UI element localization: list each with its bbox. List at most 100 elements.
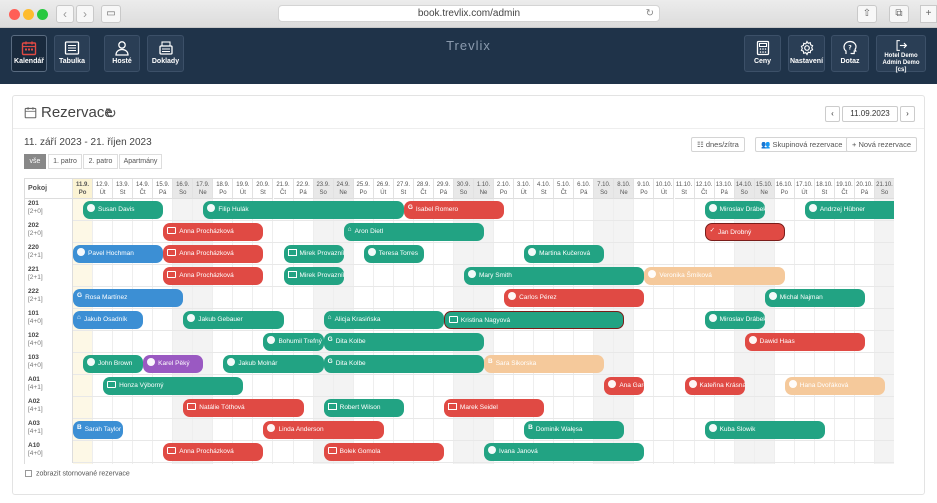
calendar-button[interactable]: Kalendář <box>11 35 47 72</box>
day-header[interactable]: 14.10. So <box>734 179 755 199</box>
day-header[interactable]: 30.9. So <box>453 179 474 199</box>
day-header[interactable]: 18.10. St <box>814 179 835 199</box>
reservation-bar[interactable]: Jakub Molnár <box>223 355 324 373</box>
day-header[interactable]: 21.10. So <box>875 179 894 199</box>
day-header[interactable]: 18.9. Po <box>213 179 234 199</box>
day-header[interactable]: 11.9. Po <box>73 179 94 199</box>
day-header[interactable]: 17.10. Út <box>794 179 815 199</box>
reservation-bar[interactable]: Susan Davis <box>83 201 164 219</box>
day-header[interactable]: 8.10. Ne <box>614 179 635 199</box>
day-header[interactable]: 24.9. Ne <box>333 179 354 199</box>
reservation-bar[interactable]: ✓ Jan Drobný <box>704 223 785 241</box>
next-date-button[interactable]: › <box>900 106 915 122</box>
reservation-bar[interactable]: Ivana Janová <box>484 443 645 461</box>
reservation-bar[interactable]: Karel Pěký <box>143 355 204 373</box>
forward-button[interactable]: › <box>76 5 94 23</box>
reservation-bar[interactable]: Carlos Pérez <box>504 289 645 307</box>
reservation-bar[interactable]: Andrzej Hübner <box>804 201 894 219</box>
new-tab-button[interactable]: + <box>920 5 937 23</box>
reservation-bar[interactable]: John Brown <box>83 355 144 373</box>
reservation-bar[interactable]: Mirek Provazník <box>283 245 344 263</box>
day-header[interactable]: 26.9. Út <box>373 179 394 199</box>
reservation-bar[interactable]: Kuba Slowik <box>704 421 825 439</box>
day-header[interactable]: 14.9. Čt <box>133 179 154 199</box>
day-header[interactable]: 1.10. Ne <box>474 179 495 199</box>
day-header[interactable]: 20.9. St <box>253 179 274 199</box>
day-header[interactable]: 13.9. St <box>113 179 134 199</box>
reservation-bar[interactable]: Miroslav Drábek <box>704 311 765 329</box>
filter-apartments[interactable]: Apartmány <box>119 154 162 169</box>
filter-floor-2[interactable]: 2. patro <box>83 154 118 169</box>
day-header[interactable]: 27.9. St <box>393 179 414 199</box>
reservation-bar[interactable]: Honza Výborný <box>103 377 244 395</box>
reservation-bar[interactable]: B Sara Sikorska <box>484 355 605 373</box>
reservation-bar[interactable]: Anna Procházková <box>163 443 264 461</box>
reservation-bar[interactable]: Dawid Haas <box>744 333 865 351</box>
guests-button[interactable]: Hosté <box>104 35 140 72</box>
reservation-bar[interactable]: Kristina Nagyová <box>443 311 625 329</box>
day-header[interactable]: 4.10. St <box>534 179 555 199</box>
reservation-bar[interactable]: G Dita Kolbe <box>323 333 485 351</box>
reservation-bar[interactable]: B Dominik Wałęsa <box>524 421 625 439</box>
maximize-window-button[interactable] <box>37 9 48 20</box>
reservation-bar[interactable]: G Dita Kolbe <box>323 355 485 373</box>
reservation-bar[interactable]: Pavel Hochman <box>73 245 164 263</box>
address-bar[interactable]: book.trevlix.com/admin ↻ <box>278 5 660 22</box>
reservation-bar[interactable]: Hana Dvořáková <box>784 377 886 395</box>
minimize-window-button[interactable] <box>23 9 34 20</box>
day-header[interactable]: 13.10. Pá <box>714 179 735 199</box>
day-header[interactable]: 15.10. Ne <box>754 179 775 199</box>
day-header[interactable]: 20.10. Pá <box>854 179 875 199</box>
reservation-bar[interactable]: Marek Seidel <box>443 399 545 417</box>
reservation-bar[interactable]: G Isabel Romero <box>403 201 505 219</box>
filter-all[interactable]: vše <box>24 154 46 169</box>
reservation-bar[interactable]: Mary Smith <box>463 267 645 285</box>
prices-button[interactable]: Ceny <box>744 35 781 72</box>
account-button[interactable]: Hotel Demo Admin Demo [cs] <box>876 35 926 73</box>
day-header[interactable]: 21.9. Čt <box>273 179 294 199</box>
reservation-bar[interactable]: Teresa Torres <box>363 245 424 263</box>
reservation-bar[interactable]: Filip Hulák <box>203 201 404 219</box>
day-header[interactable]: 16.10. Po <box>774 179 795 199</box>
reservation-bar[interactable]: Michal Najman <box>764 289 865 307</box>
day-header[interactable]: 17.9. Ne <box>193 179 214 199</box>
reservation-bar[interactable]: G Rosa Martínez <box>73 289 184 307</box>
new-reservation-button[interactable]: + Nová rezervace <box>846 137 917 152</box>
day-header[interactable]: 28.9. Čt <box>413 179 434 199</box>
prev-date-button[interactable]: ‹ <box>825 106 840 122</box>
day-header[interactable]: 10.10. Út <box>654 179 675 199</box>
day-header[interactable]: 11.10. St <box>674 179 695 199</box>
sidebar-toggle-icon[interactable]: ▭ <box>101 5 121 23</box>
reservation-bar[interactable]: Robert Wilson <box>323 399 404 417</box>
reservation-bar[interactable]: Linda Anderson <box>263 421 384 439</box>
reservation-bar[interactable]: Veronika Šmíková <box>644 267 785 285</box>
date-input[interactable]: 11.09.2023 <box>842 106 898 122</box>
day-header[interactable]: 7.10. So <box>594 179 615 199</box>
reservation-bar[interactable]: Bolek Gomola <box>323 443 444 461</box>
day-header[interactable]: 25.9. Po <box>353 179 374 199</box>
group-reservation-button[interactable]: 👥 Skupinová rezervace <box>755 137 849 152</box>
checkbox-box[interactable] <box>25 470 32 477</box>
show-cancelled-checkbox[interactable]: zobrazit stornované rezervace <box>25 470 130 477</box>
reservation-bar[interactable]: Martina Kučerová <box>524 245 605 263</box>
reservation-bar[interactable]: ⌂ Aron Dietl <box>343 223 485 241</box>
refresh-icon[interactable]: ↻ <box>105 105 117 121</box>
reservation-bar[interactable]: B Sarah Taylor <box>73 421 124 439</box>
reservation-bar[interactable]: Jakub Gebauer <box>183 311 284 329</box>
day-header[interactable]: 29.9. Pá <box>433 179 454 199</box>
back-button[interactable]: ‹ <box>56 5 74 23</box>
day-header[interactable]: 19.10. Čt <box>834 179 855 199</box>
reservation-bar[interactable]: Anna Procházková <box>163 245 264 263</box>
reservation-bar[interactable]: Natálie Tóthová <box>183 399 304 417</box>
day-header[interactable]: 12.10. Čt <box>694 179 715 199</box>
day-header[interactable]: 5.10. Čt <box>554 179 575 199</box>
reservation-bar[interactable]: Mirek Provazník <box>283 267 344 285</box>
reservation-bar[interactable]: Bohumil Trefný <box>263 333 324 351</box>
close-window-button[interactable] <box>9 9 20 20</box>
share-icon[interactable]: ⇧ <box>857 5 877 23</box>
day-header[interactable]: 16.9. So <box>173 179 194 199</box>
question-button[interactable]: ? Dotaz <box>831 35 869 72</box>
reload-icon[interactable]: ↻ <box>645 8 654 19</box>
reservation-bar[interactable]: Ana García <box>604 377 645 395</box>
day-header[interactable]: 6.10. Pá <box>574 179 595 199</box>
